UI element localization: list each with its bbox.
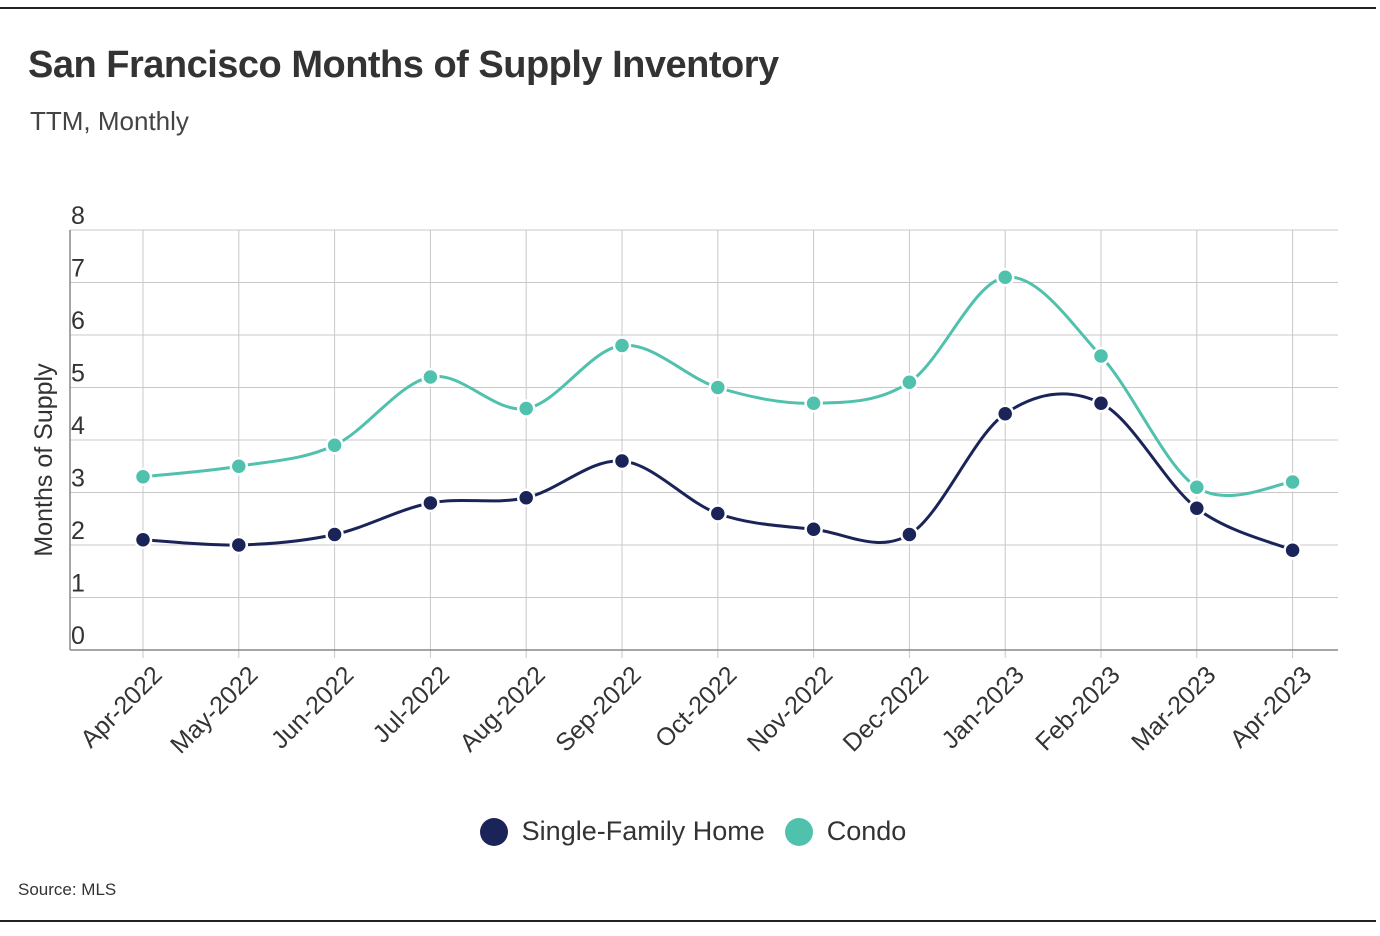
data-point-single-family — [1091, 394, 1111, 413]
data-point-condo — [325, 436, 344, 455]
data-point-condo — [516, 399, 536, 418]
data-point-condo — [133, 467, 153, 486]
data-point-condo — [421, 367, 440, 387]
legend-item-single-family: Single-Family Home — [479, 816, 765, 847]
y-tick-label: 0 — [71, 622, 85, 650]
x-tick-label: Mar-2023 — [1126, 661, 1221, 756]
data-point-single-family — [708, 504, 728, 523]
x-tick-label: Jun-2022 — [266, 661, 360, 755]
source-note: Source: MLS — [18, 880, 117, 899]
legend-label-condo: Condo — [826, 816, 907, 846]
data-point-single-family — [133, 530, 153, 549]
data-point-condo — [1283, 472, 1302, 492]
legend-item-condo: Condo — [784, 816, 907, 847]
data-point-single-family — [804, 520, 823, 539]
legend: Single-Family Home Condo — [0, 816, 1380, 847]
y-tick-label: 2 — [71, 517, 85, 545]
y-tick-label: 5 — [71, 360, 85, 388]
x-tick-label: Feb-2023 — [1030, 661, 1125, 756]
legend-swatch-condo — [784, 817, 813, 846]
data-point-condo — [804, 394, 823, 413]
data-point-single-family — [421, 493, 440, 513]
x-tick-label: Dec-2022 — [838, 661, 934, 757]
x-tick-label: Jul-2022 — [367, 661, 455, 749]
data-point-condo — [1091, 346, 1111, 366]
data-point-condo — [229, 457, 249, 476]
data-point-condo — [612, 336, 632, 355]
x-tick-label: Jan-2023 — [936, 661, 1030, 755]
x-tick-label: May-2022 — [165, 661, 263, 759]
data-point-single-family — [325, 525, 344, 544]
x-tick-label: Apr-2023 — [1225, 661, 1318, 754]
data-point-single-family — [1283, 541, 1302, 560]
y-tick-label: 7 — [71, 255, 85, 283]
y-tick-label: 1 — [71, 570, 85, 598]
x-tick-label: Oct-2022 — [650, 661, 743, 754]
data-point-single-family — [995, 404, 1015, 423]
data-point-single-family — [1187, 499, 1207, 518]
bottom-rule — [0, 920, 1376, 922]
y-tick-label: 4 — [71, 412, 85, 440]
y-tick-label: 8 — [71, 202, 85, 230]
y-axis-title: Months of Supply — [30, 363, 58, 557]
y-tick-label: 6 — [71, 307, 85, 335]
data-point-single-family — [516, 488, 536, 507]
x-tick-label: Apr-2022 — [75, 661, 168, 754]
data-point-single-family — [900, 525, 919, 544]
x-tick-label: Sep-2022 — [550, 661, 646, 757]
legend-label-single-family: Single-Family Home — [521, 816, 765, 846]
chart-title: San Francisco Months of Supply Inventory — [28, 44, 779, 86]
data-point-condo — [708, 378, 728, 397]
data-point-condo — [1187, 478, 1207, 497]
grid-layer — [70, 229, 1338, 658]
point-layer — [133, 268, 1302, 560]
x-tick-label: Nov-2022 — [742, 661, 838, 757]
data-point-single-family — [612, 451, 632, 471]
data-point-condo — [900, 373, 919, 392]
legend-swatch-single-family — [479, 817, 508, 846]
data-point-condo — [995, 268, 1015, 287]
x-tick-label: Aug-2022 — [454, 661, 550, 757]
chart-subtitle: TTM, Monthly — [30, 106, 189, 136]
y-tick-label: 3 — [71, 465, 85, 493]
top-rule — [0, 7, 1376, 9]
data-point-single-family — [229, 535, 249, 555]
